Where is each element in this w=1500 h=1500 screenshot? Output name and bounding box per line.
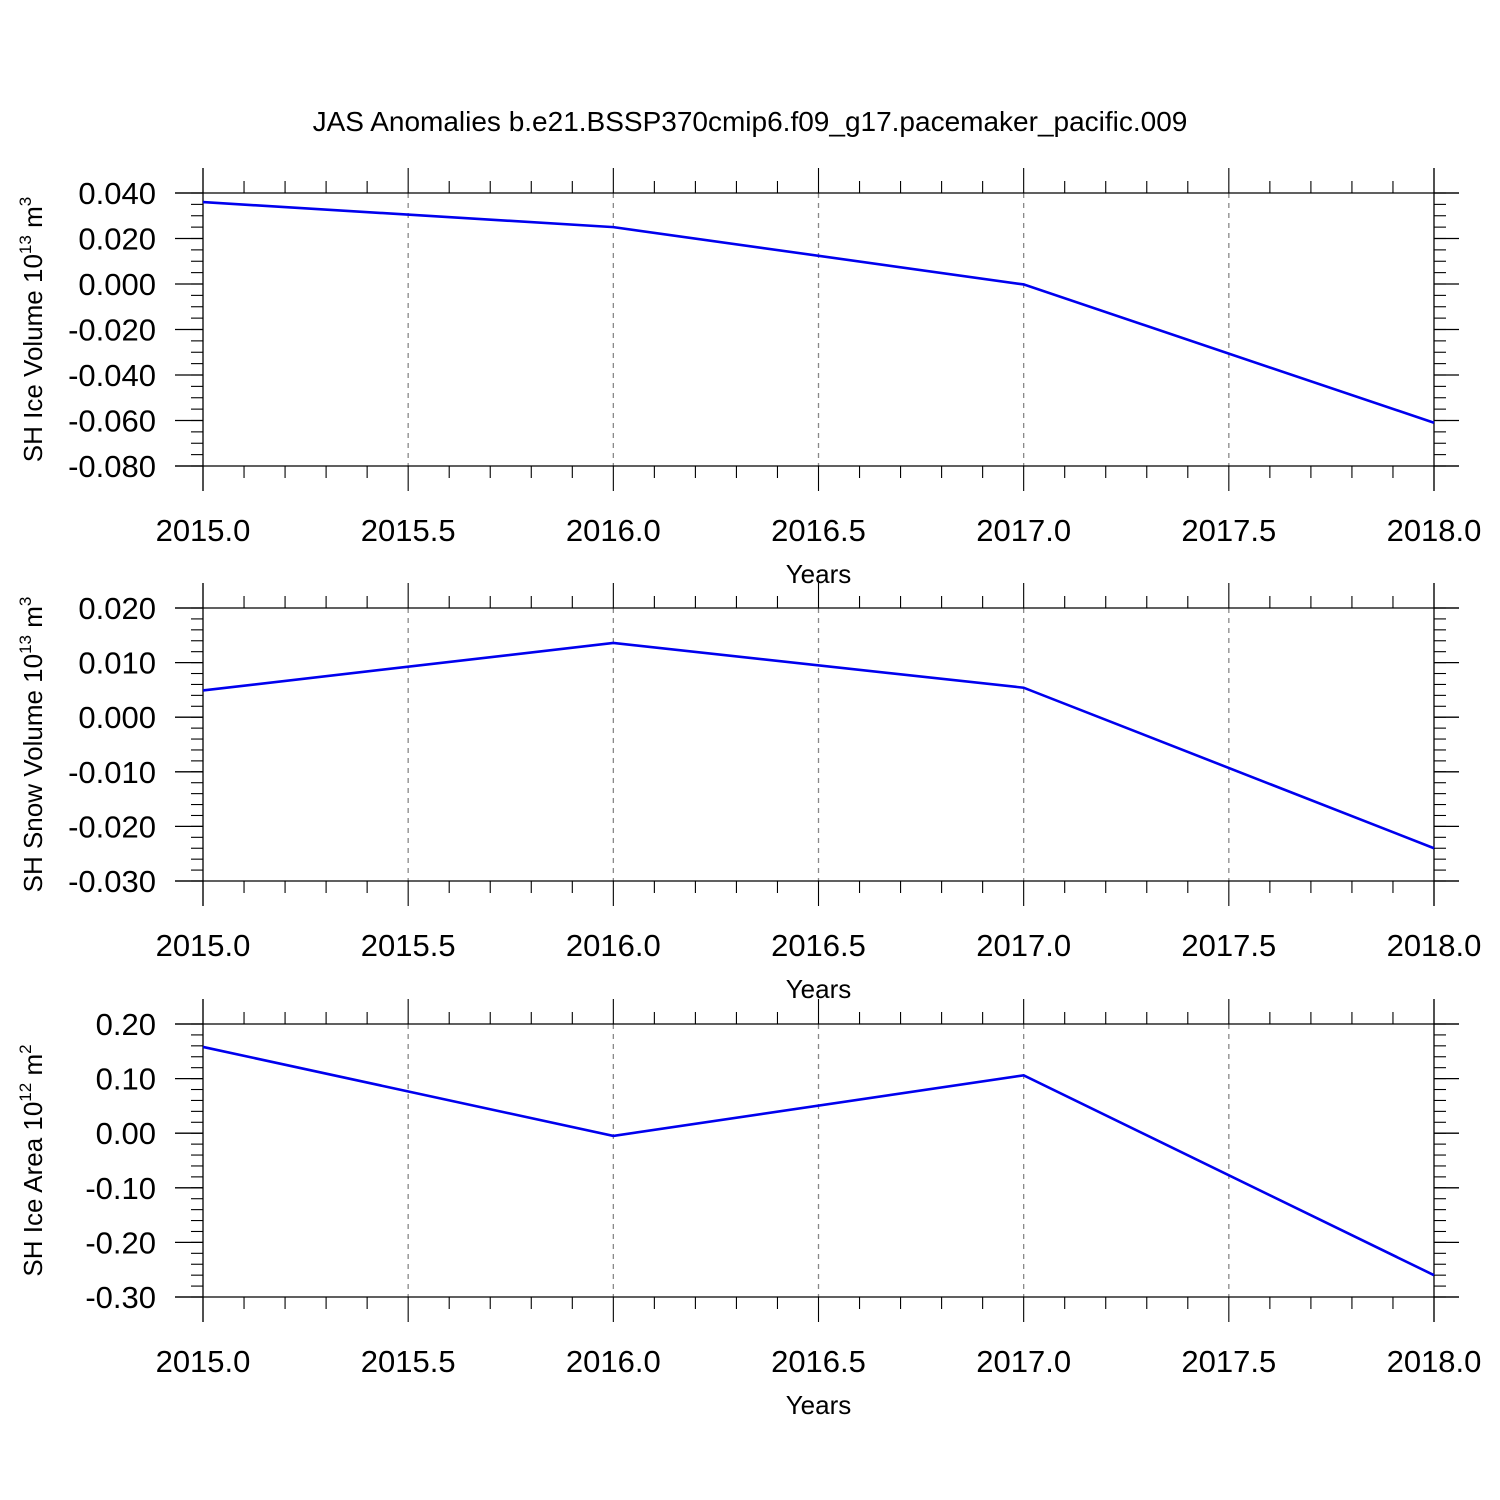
- y-tick-label: -0.010: [68, 755, 156, 790]
- y-tick-label: -0.020: [68, 809, 156, 844]
- x-tick-label: 2015.5: [361, 928, 456, 963]
- y-tick-label: -0.30: [85, 1280, 156, 1315]
- panel-2: 2015.0 2015.5 2016.0 2016.5 2017.0 2017.5 2018…: [16, 583, 1481, 1004]
- y-tick-label: -0.040: [68, 358, 156, 393]
- x-tick-label: 2017.0: [976, 1344, 1071, 1379]
- x-tick-label: 2017.5: [1181, 513, 1276, 548]
- y-tick-label: 0.040: [78, 176, 156, 211]
- y-tick-label: -0.060: [68, 404, 156, 439]
- y-tick-label: 0.20: [96, 1007, 156, 1042]
- y-tick-label: -0.020: [68, 313, 156, 348]
- y-axis-label: SH Ice Area 1012 m2: [16, 1044, 48, 1276]
- y-tick-label: -0.080: [68, 449, 156, 484]
- x-tick-label: 2018.0: [1387, 513, 1482, 548]
- y-axis-label: SH Ice Volume 1013 m3: [16, 197, 48, 462]
- x-tick-label: 2018.0: [1387, 928, 1482, 963]
- y-tick-label: 0.020: [78, 222, 156, 257]
- x-tick-label: 2016.0: [566, 1344, 661, 1379]
- y-tick-label: -0.20: [85, 1225, 156, 1260]
- y-tick-label: 0.000: [78, 267, 156, 302]
- x-tick-label: 2017.5: [1181, 928, 1276, 963]
- y-tick-label: 0.00: [96, 1116, 156, 1151]
- y-tick-label: 0.000: [78, 700, 156, 735]
- y-tick-label: 0.010: [78, 646, 156, 681]
- x-tick-label: 2016.5: [771, 1344, 866, 1379]
- x-tick-label: 2016.5: [771, 928, 866, 963]
- figure-title: JAS Anomalies b.e21.BSSP370cmip6.f09_g17…: [313, 106, 1188, 137]
- panels: 2015.0 2015.5 2016.0 2016.5 2017.0 2017.5 2018…: [16, 168, 1481, 1420]
- x-tick-label: 2017.0: [976, 928, 1071, 963]
- panel-1: 2015.0 2015.5 2016.0 2016.5 2017.0 2017.5 2018…: [16, 168, 1481, 589]
- x-tick-label: 2015.0: [156, 513, 251, 548]
- series-line: [202, 200, 1435, 425]
- x-tick-label: 2017.5: [1181, 1344, 1276, 1379]
- x-tick-label: 2015.0: [156, 928, 251, 963]
- x-tick-label: 2016.0: [566, 928, 661, 963]
- x-axis-label: Years: [786, 1390, 852, 1420]
- series-line: [202, 1045, 1435, 1277]
- y-axis-label: SH Snow Volume 1013 m3: [16, 597, 48, 893]
- x-tick-label: 2015.5: [361, 1344, 456, 1379]
- x-tick-label: 2017.0: [976, 513, 1071, 548]
- x-tick-label: 2015.5: [361, 513, 456, 548]
- panel-3: 2015.0 2015.5 2016.0 2016.5 2017.0 2017.5 2018…: [16, 999, 1481, 1420]
- x-tick-label: 2018.0: [1387, 1344, 1482, 1379]
- series-line: [202, 641, 1435, 850]
- y-tick-label: 0.020: [78, 591, 156, 626]
- x-tick-label: 2016.0: [566, 513, 661, 548]
- x-tick-label: 2016.5: [771, 513, 866, 548]
- y-tick-label: -0.10: [85, 1171, 156, 1206]
- y-tick-label: -0.030: [68, 864, 156, 899]
- x-tick-label: 2015.0: [156, 1344, 251, 1379]
- y-tick-label: 0.10: [96, 1062, 156, 1097]
